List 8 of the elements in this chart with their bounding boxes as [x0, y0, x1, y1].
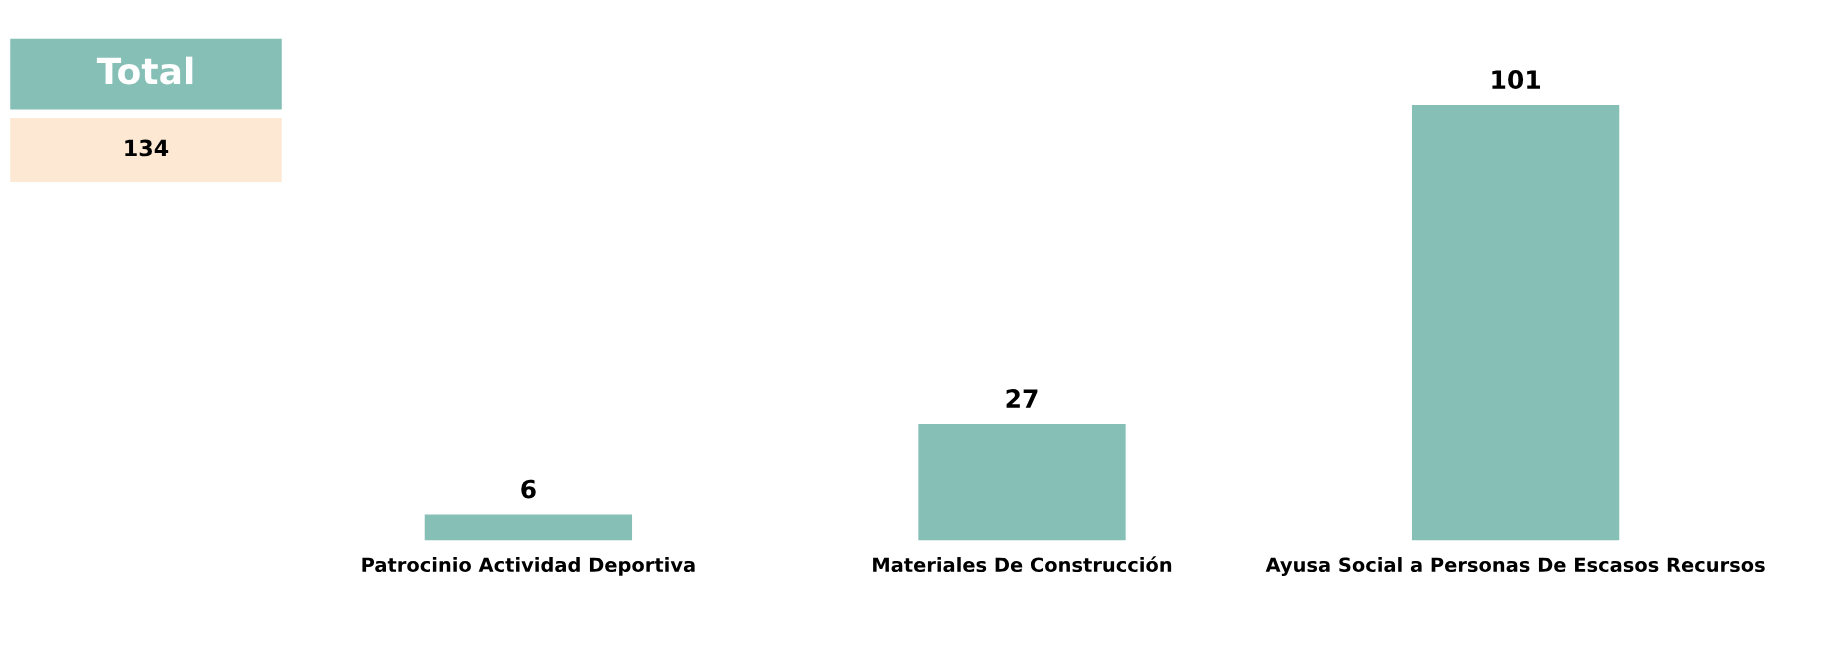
data-label: 6 [521, 479, 536, 499]
data-label: 27 [1006, 389, 1038, 408]
data-label: 101 [1492, 70, 1540, 90]
text: Total [96, 56, 193, 85]
x-tick-label: Ayusa Social a Personas De Escasos Recursos [1265, 557, 1765, 577]
x-tick-label: Materiales De Construcción [873, 556, 1172, 573]
text: 134 [125, 139, 169, 157]
x-tick-label: Patrocinio Actividad Deportiva [362, 557, 695, 576]
